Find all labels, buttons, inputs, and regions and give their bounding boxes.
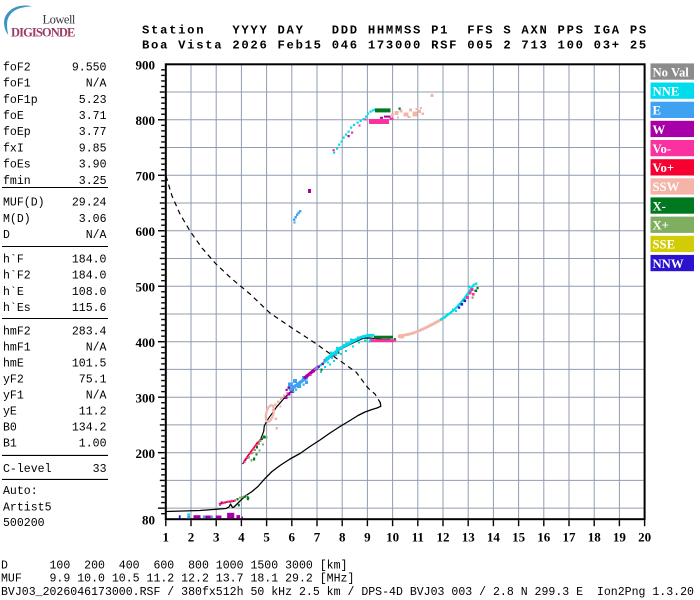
svg-text:B1: B1: [3, 437, 17, 450]
svg-text:hmF1: hmF1: [3, 341, 31, 354]
svg-text:W: W: [653, 123, 666, 137]
svg-text:1: 1: [163, 530, 170, 545]
svg-text:1.00: 1.00: [79, 437, 107, 450]
svg-text:3: 3: [213, 530, 220, 545]
svg-text:foE: foE: [3, 110, 24, 123]
svg-text:13: 13: [462, 530, 476, 545]
svg-text:MUF(D): MUF(D): [3, 196, 45, 209]
svg-text:29.24: 29.24: [72, 196, 107, 209]
svg-text:115.6: 115.6: [72, 302, 107, 315]
svg-text:D 100 200 400 600 800: D 100 200 400 600 800 1000 1500 3000 [km…: [1, 559, 347, 572]
svg-text:hmE: hmE: [3, 357, 24, 370]
svg-text:200: 200: [136, 446, 156, 461]
svg-text:h`E: h`E: [3, 286, 24, 299]
svg-text:Vo+: Vo+: [653, 161, 675, 175]
svg-text:fxI: fxI: [3, 142, 24, 155]
svg-text:N/A: N/A: [86, 78, 107, 91]
svg-text:h`F2: h`F2: [3, 270, 31, 283]
svg-text:h`F: h`F: [3, 253, 24, 266]
svg-text:134.2: 134.2: [72, 421, 107, 434]
svg-text:400: 400: [136, 335, 156, 350]
svg-text:NNE: NNE: [653, 85, 680, 99]
svg-text:hmF2: hmF2: [3, 325, 31, 338]
svg-text:5.23: 5.23: [79, 94, 107, 107]
svg-text:Lowell: Lowell: [43, 13, 76, 27]
svg-text:Auto:: Auto:: [3, 485, 38, 498]
svg-text:17: 17: [563, 530, 577, 545]
svg-text:X+: X+: [653, 219, 669, 233]
svg-text:X-: X-: [653, 199, 666, 213]
svg-text:9: 9: [364, 530, 371, 545]
svg-text:9.85: 9.85: [79, 142, 107, 155]
svg-text:108.0: 108.0: [72, 286, 107, 299]
svg-text:10: 10: [386, 530, 399, 545]
svg-text:3.77: 3.77: [79, 126, 107, 139]
svg-text:900: 900: [136, 58, 156, 73]
svg-text:283.4: 283.4: [72, 325, 107, 338]
svg-text:foF1p: foF1p: [3, 94, 38, 107]
svg-text:101.5: 101.5: [72, 357, 107, 370]
svg-text:foF2: foF2: [3, 61, 31, 74]
svg-text:600: 600: [136, 224, 156, 239]
svg-text:2: 2: [188, 530, 195, 545]
svg-text:Boa Vista 2026 Feb15 046 17300: Boa Vista 2026 Feb15 046 173000 RSF 005 …: [142, 39, 648, 53]
svg-text:15: 15: [512, 530, 526, 545]
svg-text:yF2: yF2: [3, 373, 24, 386]
svg-text:N/A: N/A: [86, 229, 107, 242]
svg-text:yF1: yF1: [3, 389, 24, 402]
svg-text:5: 5: [263, 530, 270, 545]
svg-text:20: 20: [638, 530, 651, 545]
svg-text:Vo-: Vo-: [653, 142, 672, 156]
svg-text:3.06: 3.06: [79, 213, 107, 226]
svg-text:80: 80: [142, 512, 155, 527]
svg-text:yE: yE: [3, 405, 17, 418]
svg-text:14: 14: [487, 530, 501, 545]
svg-text:Artist5: Artist5: [3, 501, 52, 514]
svg-text:M(D): M(D): [3, 213, 31, 226]
svg-text:3.90: 3.90: [79, 159, 107, 172]
svg-text:8: 8: [339, 530, 346, 545]
svg-text:11: 11: [412, 530, 424, 545]
svg-text:C-level: C-level: [3, 463, 52, 476]
svg-text:500: 500: [136, 279, 156, 294]
svg-text:300: 300: [136, 390, 156, 405]
svg-text:184.0: 184.0: [72, 270, 107, 283]
svg-text:3.71: 3.71: [79, 110, 107, 123]
svg-text:6: 6: [289, 530, 296, 545]
svg-text:3.25: 3.25: [79, 175, 107, 188]
svg-text:DIGISONDE: DIGISONDE: [11, 26, 75, 40]
svg-text:N/A: N/A: [86, 389, 107, 402]
svg-text:33: 33: [93, 463, 107, 476]
svg-text:16: 16: [537, 530, 551, 545]
svg-text:184.0: 184.0: [72, 253, 107, 266]
svg-text:SSW: SSW: [653, 180, 680, 194]
svg-text:75.1: 75.1: [79, 373, 107, 386]
svg-text:foEs: foEs: [3, 159, 31, 172]
svg-text:800: 800: [136, 113, 156, 128]
svg-text:D: D: [3, 229, 10, 242]
svg-text:N/A: N/A: [86, 341, 107, 354]
svg-text:MUF 9.9 10.0 10.5 11.2 12.2: MUF 9.9 10.0 10.5 11.2 12.2 13.7 18.1 29…: [1, 572, 354, 585]
svg-text:foEp: foEp: [3, 126, 31, 139]
svg-text:9.550: 9.550: [72, 61, 107, 74]
svg-text:E: E: [653, 104, 661, 118]
svg-text:18: 18: [588, 530, 602, 545]
svg-text:Station YYYY DAY DDD HHMMS: Station YYYY DAY DDD HHMMSS P1 FFS S AXN…: [142, 24, 648, 38]
svg-text:fmin: fmin: [3, 175, 31, 188]
svg-text:11.2: 11.2: [79, 405, 107, 418]
svg-text:No Val: No Val: [653, 65, 690, 79]
svg-text:NNW: NNW: [653, 257, 684, 271]
svg-text:BVJ03_2026046173000.RSF / 380f: BVJ03_2026046173000.RSF / 380fx512h 50 k…: [1, 586, 694, 599]
svg-text:700: 700: [136, 169, 156, 184]
svg-text:B0: B0: [3, 421, 17, 434]
svg-text:h`Es: h`Es: [3, 302, 31, 315]
svg-text:4: 4: [238, 530, 245, 545]
svg-text:foF1: foF1: [3, 78, 31, 91]
svg-text:12: 12: [437, 530, 450, 545]
svg-text:19: 19: [613, 530, 627, 545]
svg-text:7: 7: [314, 530, 321, 545]
svg-text:SSE: SSE: [653, 238, 676, 252]
svg-text:500200: 500200: [3, 517, 45, 530]
